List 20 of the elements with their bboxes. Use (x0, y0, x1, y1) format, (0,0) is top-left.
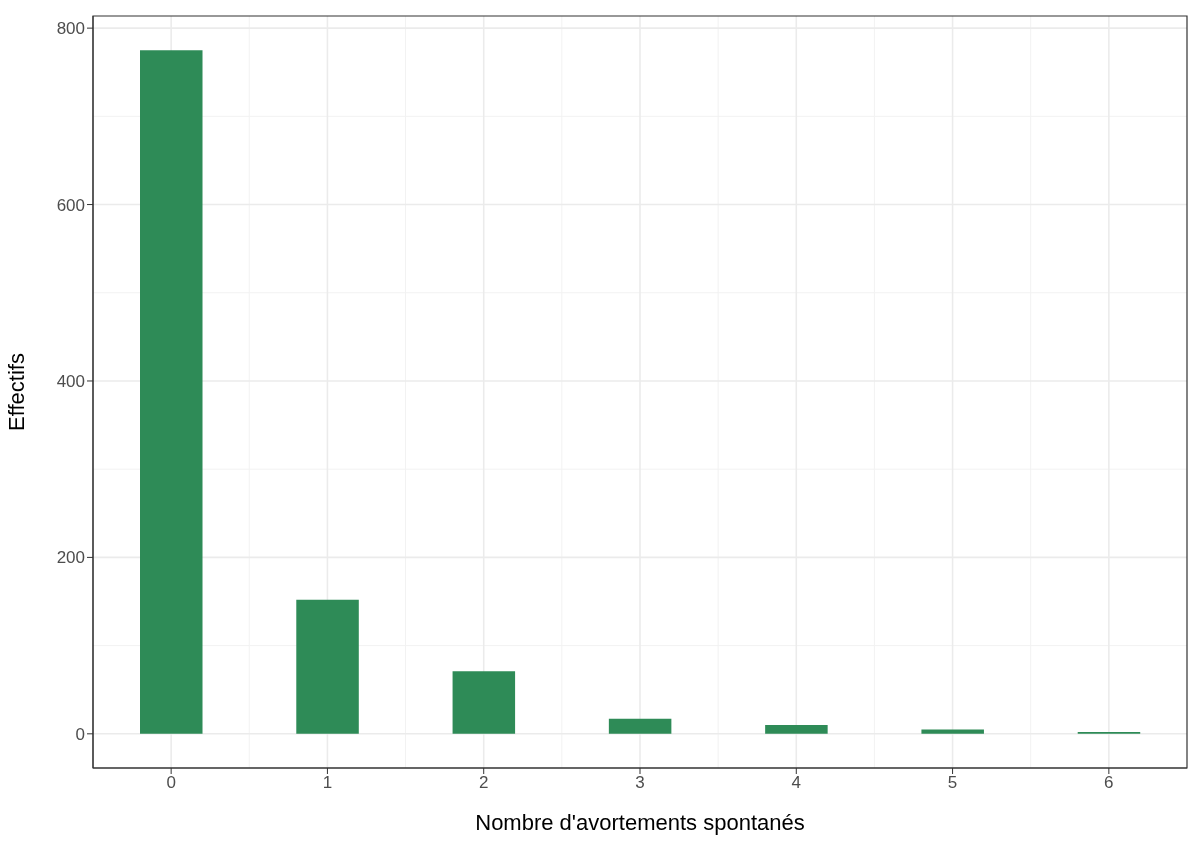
x-tick-label: 1 (322, 773, 333, 793)
y-tick-label: 600 (56, 195, 85, 215)
x-tick-label: 3 (635, 773, 645, 793)
x-tick-label: 2 (478, 773, 489, 793)
x-tick-label: 4 (791, 773, 802, 793)
bar (452, 671, 516, 734)
y-tick-label: 800 (56, 19, 85, 39)
x-axis-title: Nombre d'avortements spontanés (475, 810, 805, 835)
y-tick-label: 400 (56, 372, 85, 392)
bar (608, 718, 672, 734)
x-tick-label: 6 (1104, 773, 1114, 793)
x-tick-label: 5 (947, 773, 958, 793)
bar (921, 729, 984, 734)
bar (765, 725, 828, 734)
y-tick-label: 0 (75, 724, 85, 744)
bar (296, 599, 359, 734)
bar (140, 50, 203, 734)
x-tick-label: 0 (166, 773, 176, 793)
y-axis-title: Effectifs (3, 353, 29, 431)
y-tick-label: 200 (56, 548, 85, 568)
